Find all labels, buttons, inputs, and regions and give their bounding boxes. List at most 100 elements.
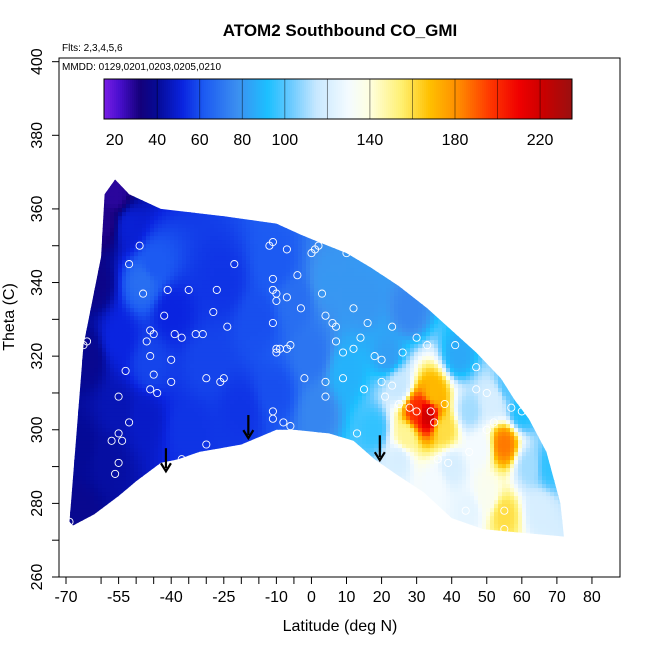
dates-note: MMDD: 0129,0201,0203,0205,0210 [62,62,221,73]
observation-point [395,399,404,409]
observation-point [430,418,439,427]
observation-point [268,440,277,449]
observation-point [500,525,509,534]
observation-point [160,311,169,320]
observation-point [331,322,341,331]
observation-point [370,352,379,361]
observation-point [114,429,123,438]
x-tick-label: 20 [373,589,391,606]
observation-point [324,436,334,445]
observation-point [272,344,281,353]
x-axis: -70 -55 -40 -25 -10 0 10 20 30 40 50 60 70 80 [54,577,601,606]
observation-point [349,304,358,313]
observation-point [440,399,449,409]
observation-point [125,260,134,269]
observation-point [118,436,127,445]
observation-point [381,392,390,401]
x-tick-label: 0 [307,589,316,606]
observation-point [345,245,355,254]
observation-point [433,455,442,464]
observation-point [135,241,144,250]
observation-point [177,333,186,342]
y-tick-label: 300 [29,416,46,443]
x-tick-label: 40 [443,589,461,606]
observation-point [107,436,116,445]
observation-point [412,333,421,342]
observation-point [472,363,481,372]
observation-point [517,407,526,416]
arrows [160,415,386,474]
observation-point [489,418,498,427]
flights-note: Flts: 2,3,4,5,6 [62,43,123,54]
observation-point [114,458,123,467]
observation-point [388,381,397,390]
y-tick-label: 280 [29,490,46,517]
observation-point [65,517,74,526]
colorbar-tick-label: 180 [442,132,469,149]
plot-frame [58,57,621,578]
observation-point [349,344,358,353]
observation-point [111,469,120,478]
observation-point [146,385,155,394]
observation-point [268,237,277,247]
y-tick-label: 320 [29,343,46,370]
observation-point [153,388,162,398]
observation-point [177,455,186,464]
x-tick-label: 30 [408,589,426,606]
x-tick-label: -70 [54,589,77,606]
observation-point [359,385,369,394]
observation-point [212,285,221,294]
observation-point [331,337,341,346]
colorbar-tick-label: 40 [148,132,166,149]
observation-points [65,237,526,534]
colorbar [103,78,573,120]
observation-point [500,506,509,515]
observation-point [296,304,305,313]
down-arrow [160,448,172,474]
x-tick-label: -10 [265,589,288,606]
x-tick-label: -40 [160,589,183,606]
y-tick-label: 360 [29,195,46,222]
observation-point [363,318,372,328]
down-arrow [373,435,386,463]
colorbar-frame [103,78,573,120]
x-axis-label: Latitude (deg N) [283,618,398,635]
observation-point [398,348,407,357]
observation-point [461,506,470,515]
observation-point [286,422,295,431]
colorbar-tick-label: 100 [271,132,298,149]
observation-point [377,355,386,364]
y-tick-label: 380 [29,122,46,149]
y-tick-label: 400 [29,48,46,75]
observation-point [139,289,148,298]
observation-point [146,352,155,361]
observation-point [338,374,348,383]
observation-point [338,348,348,357]
observation-point [321,392,330,401]
observation-point [125,418,134,427]
observation-point [472,385,481,394]
observation-point [507,403,516,412]
down-arrow [242,415,255,441]
x-tick-label: 60 [513,589,531,606]
x-tick-label: -25 [212,589,235,606]
observation-point [314,241,323,250]
observation-point [412,407,421,416]
colorbar-ticks: 20 40 60 80 100 140 180 220 [106,132,554,149]
observation-point [286,341,295,350]
y-axis: 260 280 300 320 340 360 380 400 [29,48,59,590]
observation-point [282,245,291,254]
x-tick-label: 80 [583,589,601,606]
observation-point [142,337,151,346]
y-axis-label: Theta (C) [1,283,18,351]
observation-point [163,285,172,294]
observation-point [184,285,193,294]
observation-point [321,311,330,320]
observation-point [482,388,491,398]
observation-point [388,322,397,331]
observation-point [356,333,365,342]
observation-point [272,296,281,305]
observation-point [198,330,207,339]
observation-point [223,322,232,331]
